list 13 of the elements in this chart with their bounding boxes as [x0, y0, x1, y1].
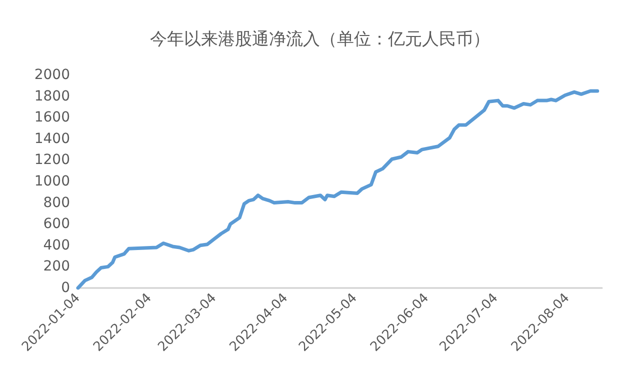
y-tick-label: 600: [43, 216, 70, 232]
y-tick-label: 1000: [34, 174, 70, 190]
y-tick-label: 1600: [34, 110, 70, 126]
y-tick-label: 0: [61, 280, 70, 296]
y-tick-label: 1400: [34, 130, 70, 147]
y-tick-label: 1800: [34, 88, 70, 104]
y-tick-label: 800: [43, 194, 70, 211]
chart-title: 今年以来港股通净流入（单位：亿元人民币）: [150, 30, 490, 50]
line-series: [76, 89, 600, 290]
y-tick-label: 2000: [34, 67, 70, 83]
y-tick-label: 200: [43, 258, 70, 275]
y-tick-label: 1200: [34, 152, 70, 168]
y-tick-label: 400: [43, 237, 70, 254]
